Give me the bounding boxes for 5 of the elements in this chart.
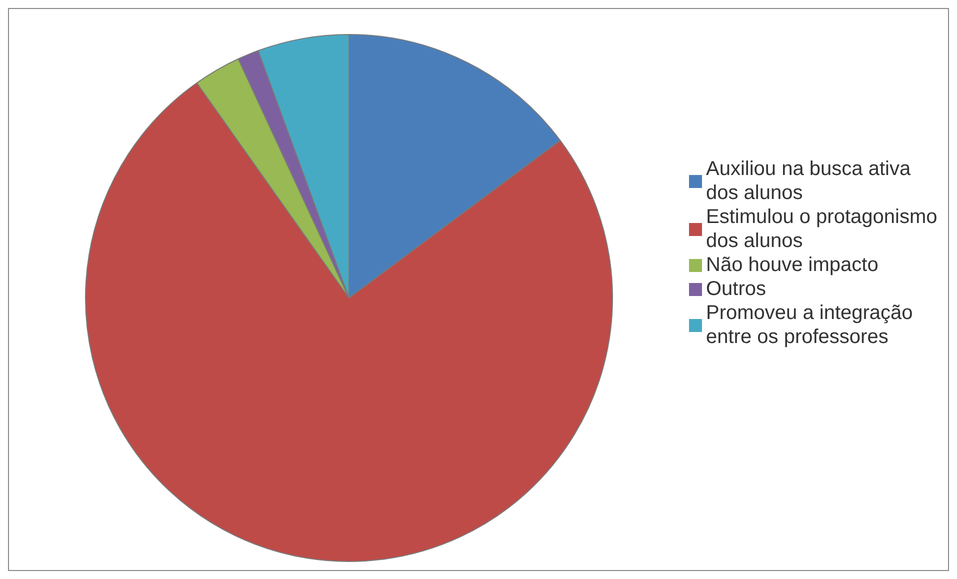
legend-label: Outros [706,277,766,301]
legend-label: Auxiliou na busca ativa dos alunos [706,157,912,205]
legend-label: Estimulou o protagonismo dos alunos [706,205,938,253]
legend-label: Promoveu a integração entre os professores [706,301,914,349]
legend-label: Não houve impacto [706,253,878,277]
